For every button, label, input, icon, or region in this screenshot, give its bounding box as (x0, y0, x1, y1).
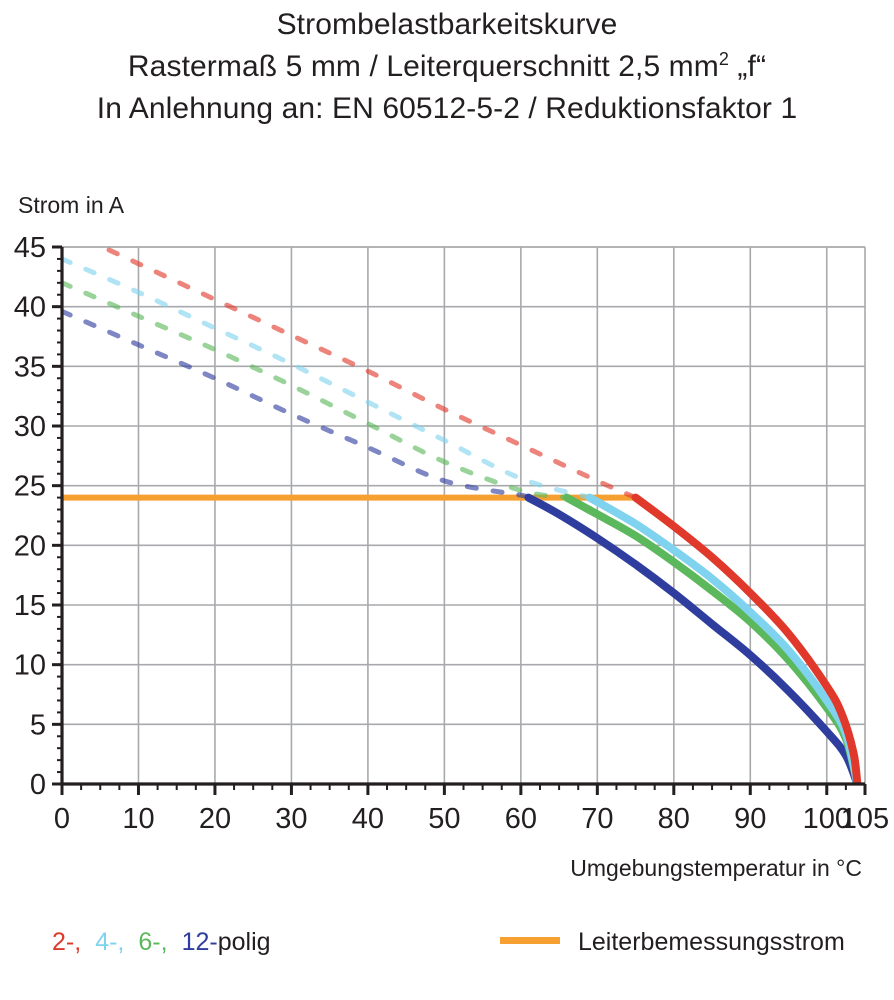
title-line-3: In Anlehnung an: EN 60512-5-2 / Reduktio… (96, 92, 798, 125)
chart-legend: 2-, 4-, 6-, 12-polig Leiterbemessungsstrom (0, 928, 894, 978)
xtick-label: 90 (734, 803, 766, 835)
title-line-1: Strombelastbarkeitskurve (276, 8, 618, 41)
ytick-label: 10 (14, 650, 46, 682)
title-line-2-suffix: „f“ (729, 50, 767, 83)
legend-item-2-polig: 2-, (52, 928, 82, 956)
ytick-label: 20 (14, 530, 46, 562)
xtick-label: 30 (275, 803, 307, 835)
legend-item-4-polig: 4-, (95, 928, 125, 956)
solid-curve-12-polig (524, 493, 862, 784)
ytick-label: 45 (14, 232, 46, 264)
ytick-label: 35 (14, 351, 46, 383)
ytick-label: 5 (30, 709, 46, 741)
xtick-label: 105 (841, 803, 889, 835)
legend-item-12-polig: 12- (181, 928, 218, 956)
xtick-label: 40 (352, 803, 384, 835)
plot-background (62, 247, 865, 784)
title-line-2: Rastermaß 5 mm / Leiterquerschnitt 2,5 m… (0, 46, 894, 88)
ytick-label: 0 (30, 769, 46, 801)
y-axis-title: Strom in A (18, 192, 125, 218)
ytick-label: 15 (14, 590, 46, 622)
gridlines (62, 246, 865, 784)
ytick-label: 40 (14, 292, 46, 324)
legend-line-swatch-icon (500, 937, 560, 945)
dashed-curve-2-polig (96, 247, 639, 501)
dashed-curve-12-polig (62, 308, 532, 501)
solid-curves (524, 493, 862, 784)
legend-suffix-polig: polig (217, 928, 271, 956)
solid-curve-2-polig (631, 493, 862, 784)
ytick-label: 30 (14, 411, 46, 443)
legend-poles: 2-, 4-, 6-, 12-polig (52, 928, 271, 957)
xtick-label: 70 (581, 803, 613, 835)
xtick-label: 20 (199, 803, 231, 835)
xtick-label: 10 (122, 803, 154, 835)
legend-rated-current-label: Leiterbemessungsstrom (578, 928, 845, 956)
x-axis-title: Umgebungstemperatur in °C (570, 855, 862, 881)
axis-ticks: 0 5 10 15 20 25 30 35 40 45 0 10 20 30 40 50 60 70 80 90 100… (14, 232, 889, 835)
xtick-label: 50 (428, 803, 460, 835)
dashed-curve-4-polig (62, 256, 593, 501)
ytick-label: 25 (14, 471, 46, 503)
xtick-label: 0 (54, 803, 70, 835)
dashed-curves (62, 247, 639, 501)
dashed-curve-6-polig (62, 280, 570, 501)
chart-title-block: Strombelastbarkeitskurve Rastermaß 5 mm … (0, 0, 894, 130)
title-line-2-text: Rastermaß 5 mm / Leiterquerschnitt 2,5 m… (127, 50, 719, 83)
title-superscript: 2 (718, 49, 729, 69)
legend-rated-current: Leiterbemessungsstrom (500, 928, 845, 957)
xtick-label: 100 (803, 803, 851, 835)
xtick-label: 80 (658, 803, 690, 835)
xtick-label: 60 (505, 803, 537, 835)
legend-item-6-polig: 6-, (138, 928, 168, 956)
